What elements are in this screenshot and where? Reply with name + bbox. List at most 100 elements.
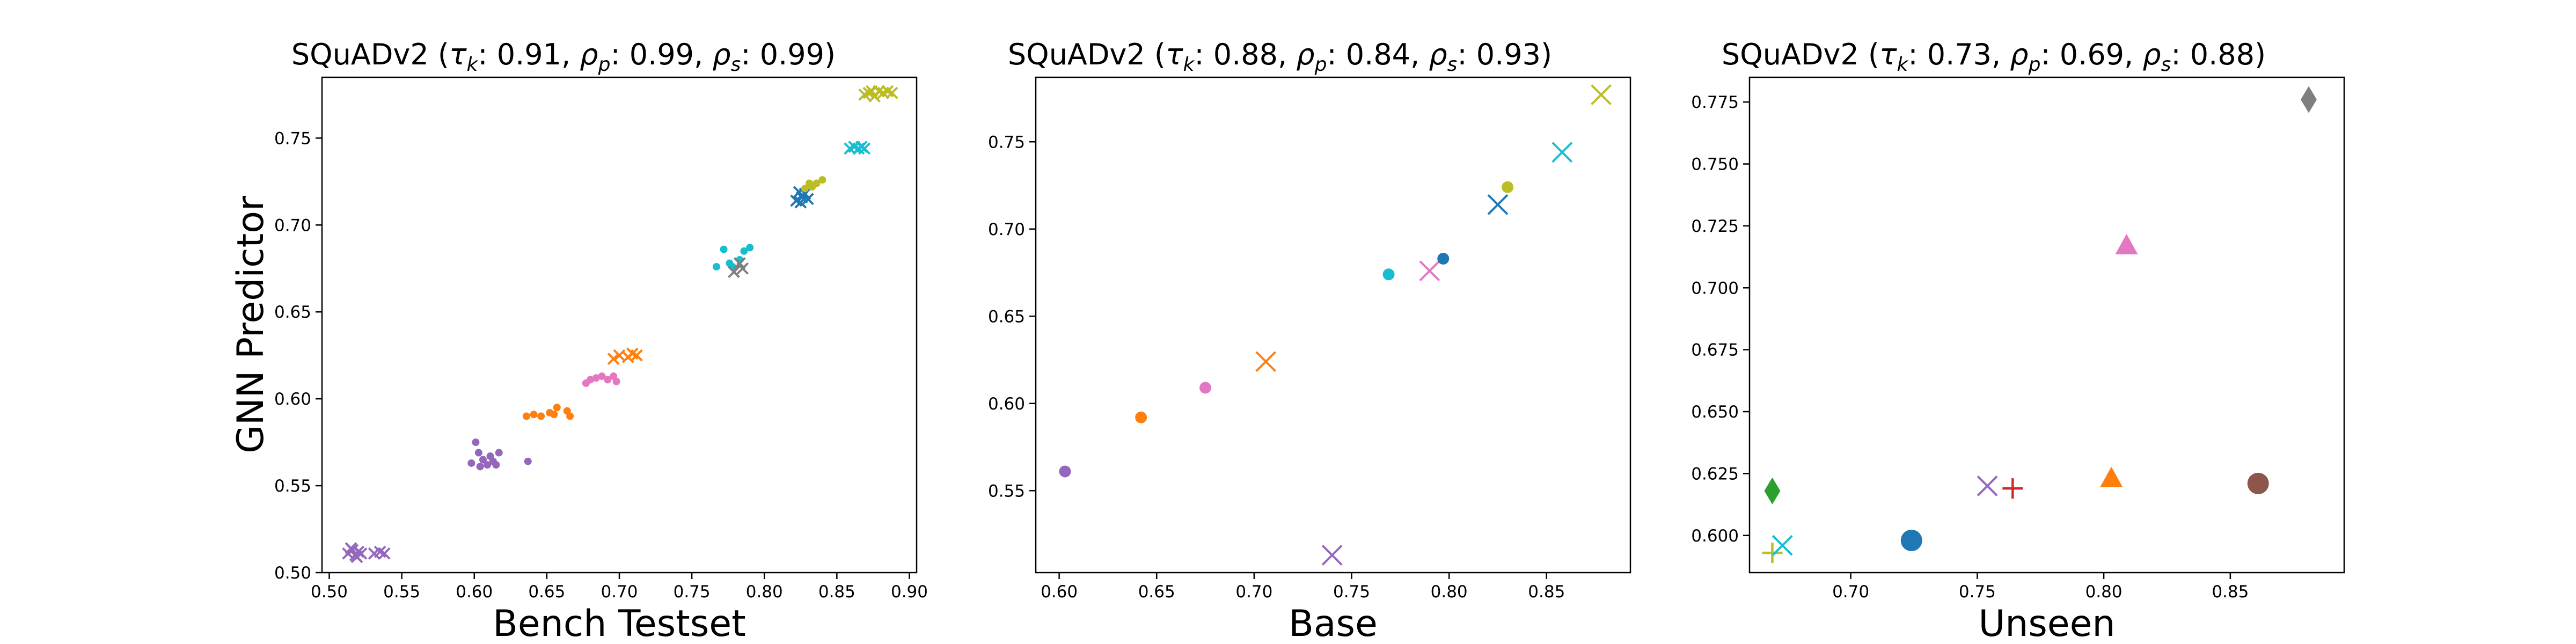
data-point [1059,465,1071,478]
panel-2: SQuADv2 (τk: 0.88, ρp: 0.84, ρs: 0.93) 0… [988,38,1631,644]
data-point [553,404,561,412]
data-point [794,196,807,209]
data-point [1591,84,1612,105]
data-point [720,245,728,253]
x-tick-label: 0.85 [2212,582,2249,602]
data-point [1382,268,1395,281]
data-point [801,193,814,206]
x-tick-label: 0.75 [1959,582,1996,602]
data-point [1437,253,1450,265]
data-point [736,262,749,275]
y-tick-label: 0.75 [274,129,311,148]
data-point [858,142,871,155]
x-tick-label: 0.80 [1431,582,1468,602]
y-tick-label: 0.750 [1691,155,1739,174]
x-tick-label: 0.70 [1235,582,1272,602]
panel-3-x-axis-label: Unseen [1978,603,2115,644]
panel-2-x-axis-label: Base [1289,603,1378,644]
data-point [479,456,487,464]
data-point [2100,466,2123,487]
data-point [1199,382,1212,394]
y-tick-label: 0.775 [1691,93,1739,112]
x-tick-label: 0.50 [311,582,348,602]
panel-1-plot-frame [321,76,918,574]
x-tick-label: 0.65 [1138,582,1175,602]
panel-2-title: SQuADv2 (τk: 0.88, ρp: 0.84, ρs: 0.93) [1008,38,1552,76]
panel-3-title: SQuADv2 (τk: 0.73, ρp: 0.69, ρs: 0.88) [1722,38,2266,76]
data-point [484,461,492,469]
panel-3: SQuADv2 (τk: 0.73, ρp: 0.69, ρs: 0.88) 0… [1691,38,2345,644]
data-point [592,374,600,382]
data-point [492,461,500,469]
y-tick-label: 0.65 [274,303,311,322]
data-point [1255,351,1277,372]
y-tick-label: 0.75 [988,133,1025,152]
data-point [2247,472,2269,494]
y-tick-label: 0.70 [274,216,311,235]
panel-1-title: SQuADv2 (τk: 0.91, ρp: 0.99, ρs: 0.99) [291,38,836,76]
data-point [1502,181,1514,193]
data-point [1900,530,1922,552]
data-point [550,411,558,419]
y-tick-label: 0.675 [1691,341,1739,360]
data-point [495,449,503,457]
data-point [598,372,606,380]
y-tick-label: 0.725 [1691,217,1739,236]
x-tick-label: 0.60 [456,582,493,602]
data-point [1419,260,1440,282]
data-point [808,183,816,191]
data-point [2300,86,2317,113]
panel-1-x-axis-label: Bench Testset [493,603,746,644]
data-point [537,412,545,420]
data-point [350,551,363,564]
data-point [1487,194,1509,215]
y-tick-label: 0.625 [1691,464,1739,484]
data-point [1552,142,1573,163]
data-point [378,547,391,560]
data-point [2002,478,2023,499]
x-tick-label: 0.70 [601,582,638,602]
x-tick-label: 0.60 [1041,582,1078,602]
y-tick-label: 0.70 [988,220,1025,239]
x-tick-label: 0.65 [528,582,565,602]
data-point [2115,233,2138,254]
y-tick-label: 0.60 [274,390,311,409]
x-tick-label: 0.80 [2085,582,2123,602]
x-tick-label: 0.80 [746,582,783,602]
y-tick-label: 0.55 [988,481,1025,501]
data-point [885,86,898,99]
x-tick-label: 0.85 [818,582,855,602]
data-point [746,244,754,252]
data-point [604,376,612,384]
x-tick-label: 0.75 [674,582,711,602]
x-tick-label: 0.75 [1333,582,1370,602]
data-point [524,457,532,465]
data-point [801,185,809,193]
data-point [865,85,878,98]
data-point [530,411,538,419]
y-tick-label: 0.65 [988,307,1025,326]
x-tick-label: 0.90 [891,582,928,602]
data-point [1772,535,1793,556]
panel-2-plot-frame [1035,76,1631,574]
data-point [612,377,620,385]
data-point [1321,545,1343,566]
x-tick-label: 0.55 [383,582,420,602]
data-point [728,266,740,279]
data-point [713,263,721,271]
panel-3-plot-frame [1748,76,2345,574]
data-point [566,412,574,420]
data-point [586,376,594,384]
y-tick-label: 0.60 [988,394,1025,414]
data-point [1135,411,1147,423]
x-tick-label: 0.70 [1832,582,1869,602]
data-point [1977,475,1998,496]
data-point [476,463,484,471]
data-point [607,353,620,365]
panel-1: SQuADv2 (τk: 0.91, ρp: 0.99, ρs: 0.99) 0… [230,38,928,644]
data-point [523,412,531,420]
data-point [345,542,357,555]
y-tick-label: 0.55 [274,477,311,496]
data-point [1762,543,1783,564]
